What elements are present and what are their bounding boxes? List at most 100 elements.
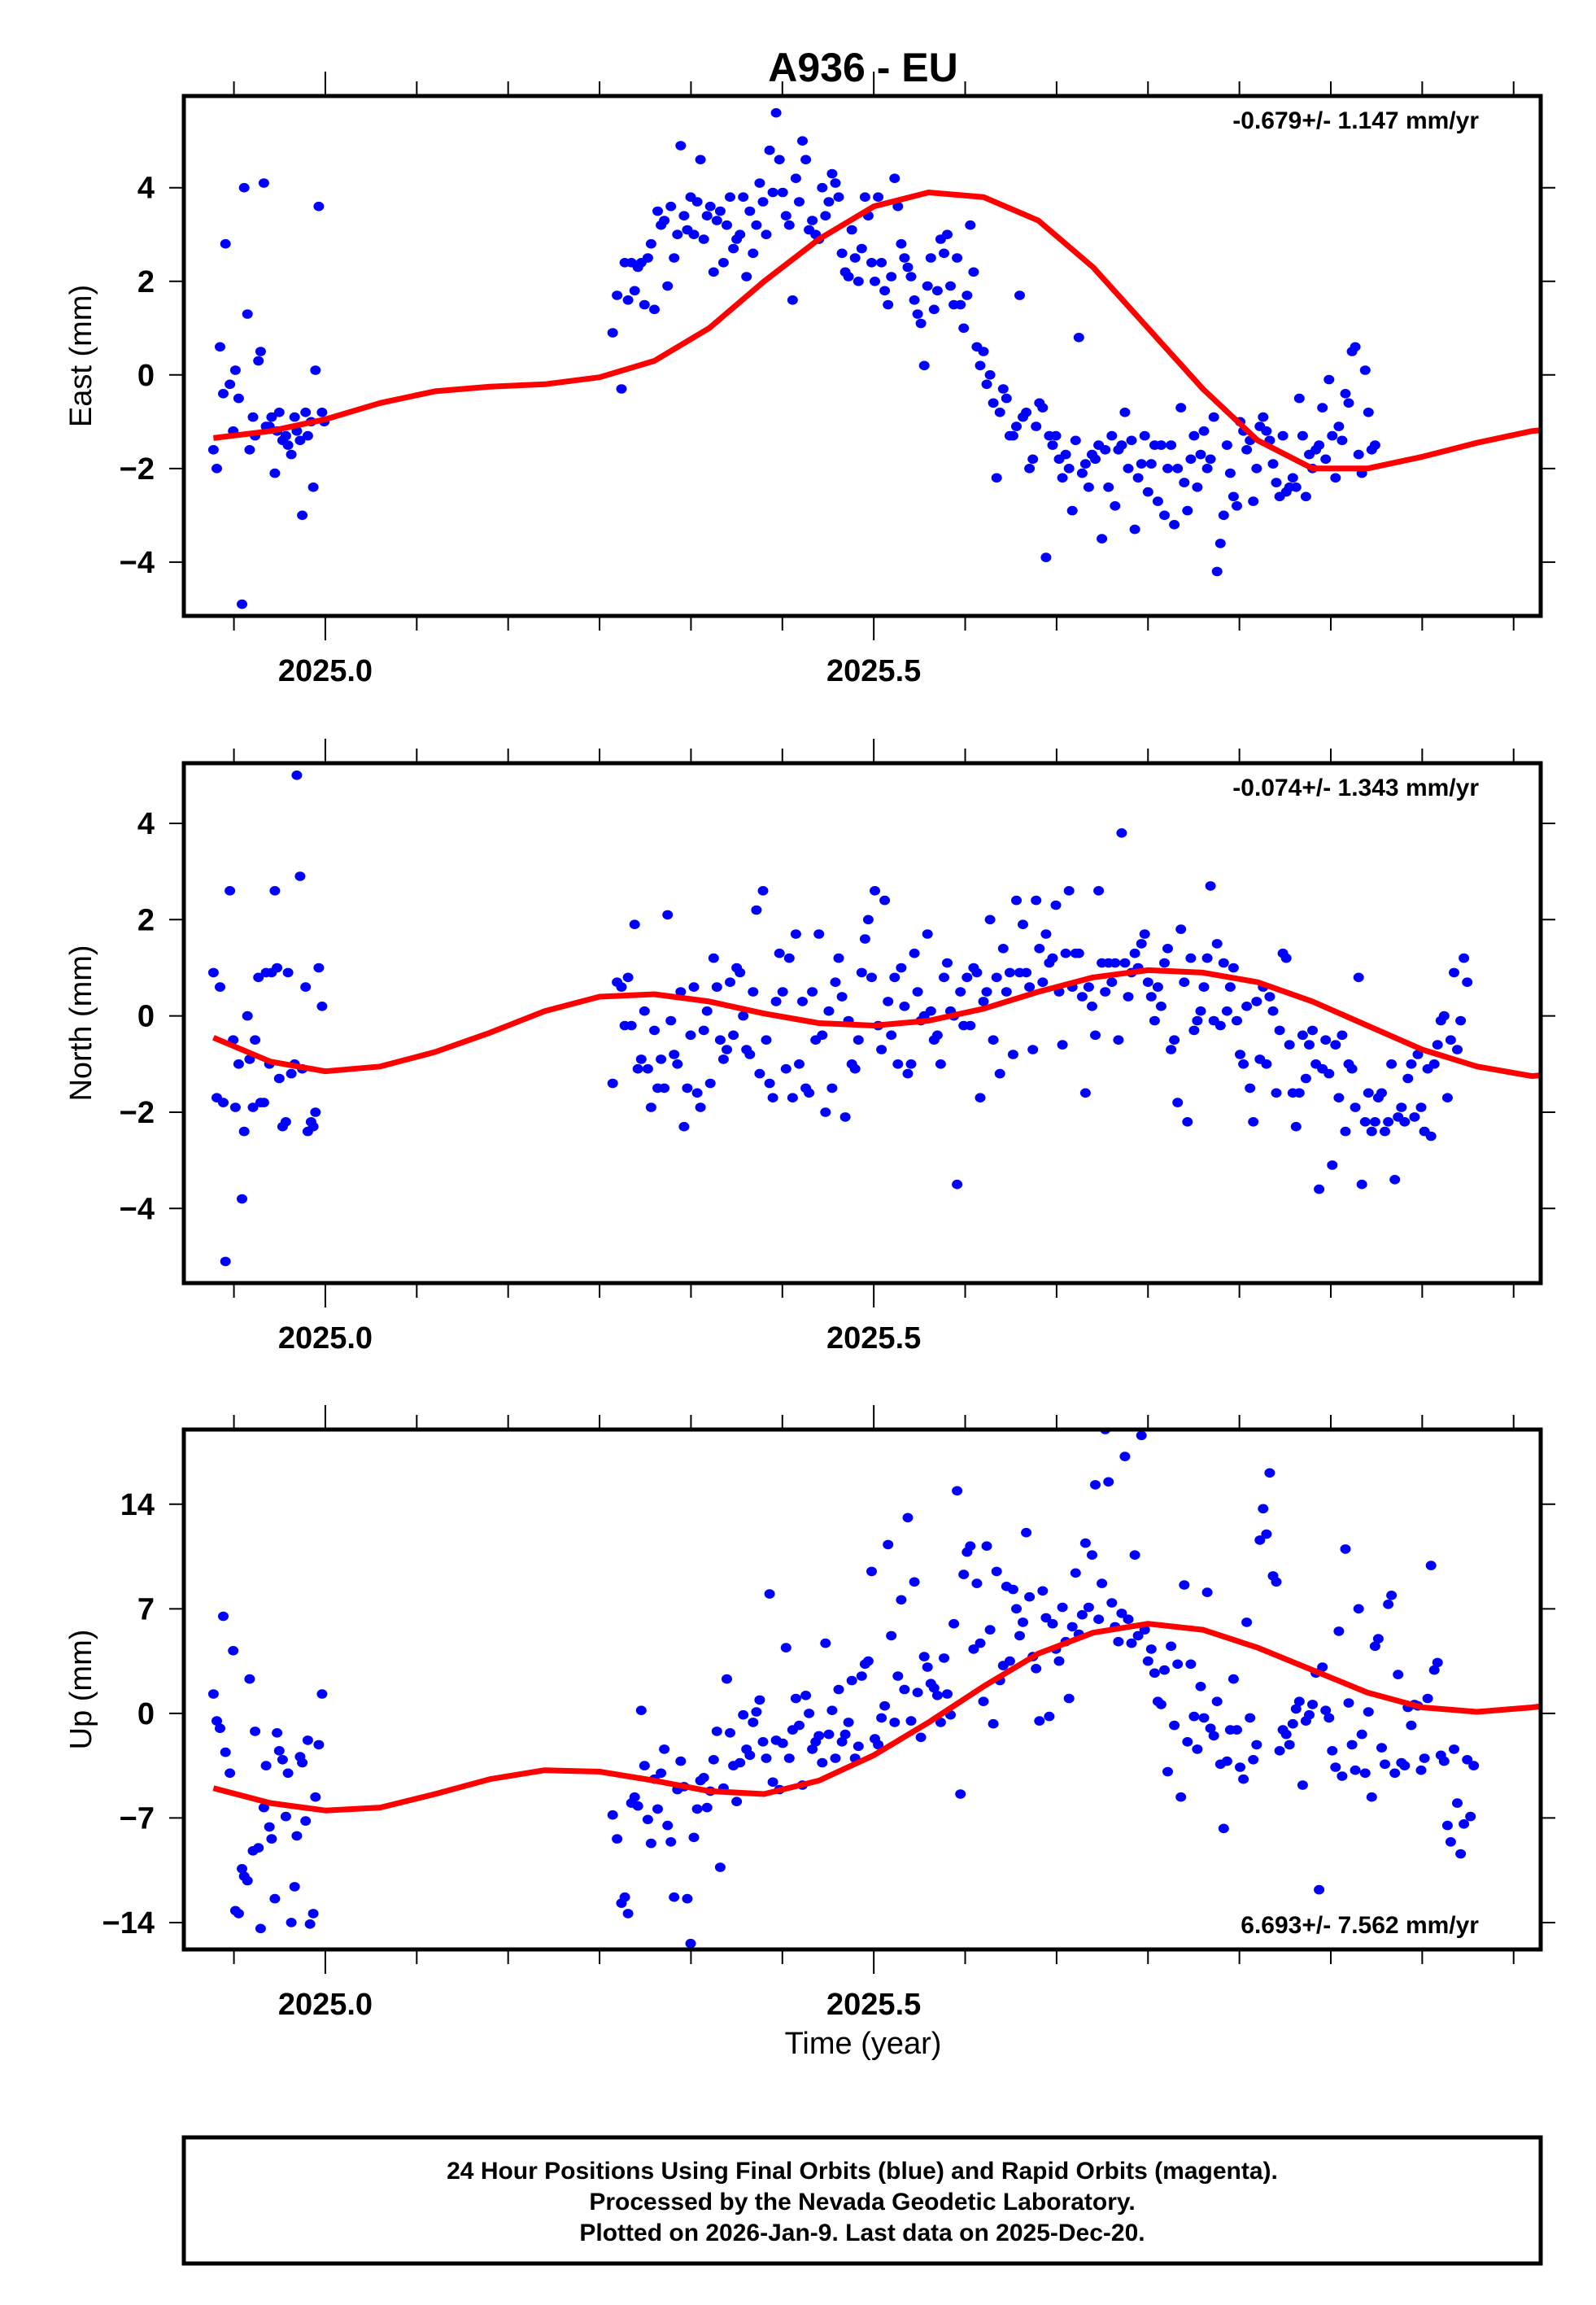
data-point xyxy=(896,963,907,973)
data-point xyxy=(1304,1040,1315,1050)
data-point xyxy=(1241,1002,1253,1011)
data-point xyxy=(751,905,762,915)
velocity-label-north: -0.074+/- 1.343 mm/yr xyxy=(1232,775,1479,801)
data-point xyxy=(981,1541,992,1551)
data-point xyxy=(942,958,953,968)
data-point xyxy=(258,1802,269,1813)
data-point xyxy=(1409,1112,1420,1122)
data-point xyxy=(612,290,623,300)
data-point xyxy=(264,1822,275,1832)
data-point xyxy=(757,1737,769,1747)
data-point xyxy=(307,482,319,492)
data-point xyxy=(1087,1002,1097,1011)
data-point xyxy=(272,963,283,973)
data-point xyxy=(804,1709,815,1718)
data-point xyxy=(1293,1088,1305,1098)
data-point xyxy=(1198,426,1210,436)
data-point xyxy=(665,1015,677,1026)
data-point xyxy=(225,379,236,390)
data-point xyxy=(899,1684,910,1695)
data-point xyxy=(291,1831,303,1841)
data-point xyxy=(269,1893,281,1904)
data-point xyxy=(922,929,933,939)
data-point xyxy=(629,286,640,296)
points-east xyxy=(207,107,1380,609)
data-point xyxy=(1340,389,1351,399)
data-point xyxy=(955,1789,966,1799)
data-point xyxy=(662,910,674,920)
data-point xyxy=(902,262,914,273)
data-point xyxy=(939,972,949,983)
data-point xyxy=(879,1700,891,1711)
data-point xyxy=(698,1025,709,1036)
data-point xyxy=(253,1843,264,1853)
data-point xyxy=(843,272,854,282)
data-point xyxy=(1221,1756,1232,1766)
data-point xyxy=(1441,1093,1453,1102)
data-point xyxy=(659,1744,670,1754)
data-point xyxy=(896,1595,907,1605)
data-point xyxy=(856,243,867,254)
data-point xyxy=(984,1625,996,1635)
data-point xyxy=(1224,468,1236,478)
data-point xyxy=(965,1020,976,1031)
data-point xyxy=(1037,977,1049,987)
data-point xyxy=(1123,464,1134,474)
data-point xyxy=(1415,1102,1427,1112)
data-point xyxy=(1175,924,1187,934)
data-point xyxy=(652,1804,663,1814)
data-point xyxy=(1323,1713,1335,1723)
north-panel: 2025.0 2025.5 −4 −2 0 2 4 North (mm) -0.074+/- 1… xyxy=(64,739,1555,1355)
chart-title: A936 - EU xyxy=(768,45,957,90)
data-point xyxy=(757,197,769,207)
data-point xyxy=(635,1705,647,1715)
plot-frame-east xyxy=(181,94,1543,618)
data-point xyxy=(945,281,956,291)
data-point xyxy=(1251,1740,1262,1750)
data-point xyxy=(266,412,277,422)
data-point xyxy=(1063,464,1075,474)
data-point xyxy=(622,972,634,983)
x-axis-label: Time (year) xyxy=(785,2027,942,2061)
data-point xyxy=(1402,1073,1414,1084)
data-point xyxy=(1422,1693,1433,1704)
data-point xyxy=(310,1792,321,1802)
y-axis-label-up: Up (mm) xyxy=(64,1630,98,1750)
data-point xyxy=(626,1020,637,1031)
data-point xyxy=(728,243,739,254)
data-point xyxy=(629,919,640,929)
data-point xyxy=(642,1814,653,1825)
data-point xyxy=(909,1577,920,1587)
data-point xyxy=(836,992,848,1002)
data-point xyxy=(244,445,255,455)
data-point xyxy=(1425,1561,1437,1570)
data-point xyxy=(807,987,818,997)
data-point xyxy=(1076,468,1088,478)
data-point xyxy=(1079,459,1091,469)
y-tick-label: 4 xyxy=(137,172,155,206)
data-point xyxy=(978,997,989,1006)
data-point xyxy=(1076,992,1088,1002)
data-point xyxy=(1126,435,1137,446)
data-point xyxy=(820,1107,831,1117)
data-point xyxy=(787,1093,798,1102)
data-point xyxy=(639,1761,650,1770)
data-point xyxy=(247,412,259,422)
east-panel: 2025.0 2025.5 −4 −2 0 2 4 East (mm) -0.679+/- 1.… xyxy=(64,72,1555,688)
data-point xyxy=(1287,473,1298,483)
data-point xyxy=(1106,430,1118,441)
data-point xyxy=(1214,539,1226,548)
data-point xyxy=(260,1761,272,1770)
data-point xyxy=(310,1107,321,1117)
data-point xyxy=(1172,464,1184,474)
data-point xyxy=(1024,982,1036,992)
data-point xyxy=(823,1006,835,1016)
data-point xyxy=(1031,421,1042,431)
data-point xyxy=(1201,953,1213,963)
data-point xyxy=(1432,1040,1443,1050)
data-point xyxy=(1149,1668,1160,1679)
data-point xyxy=(1123,1614,1134,1624)
data-point xyxy=(1060,948,1071,958)
data-point xyxy=(1415,1765,1427,1775)
data-point xyxy=(1066,1622,1078,1632)
